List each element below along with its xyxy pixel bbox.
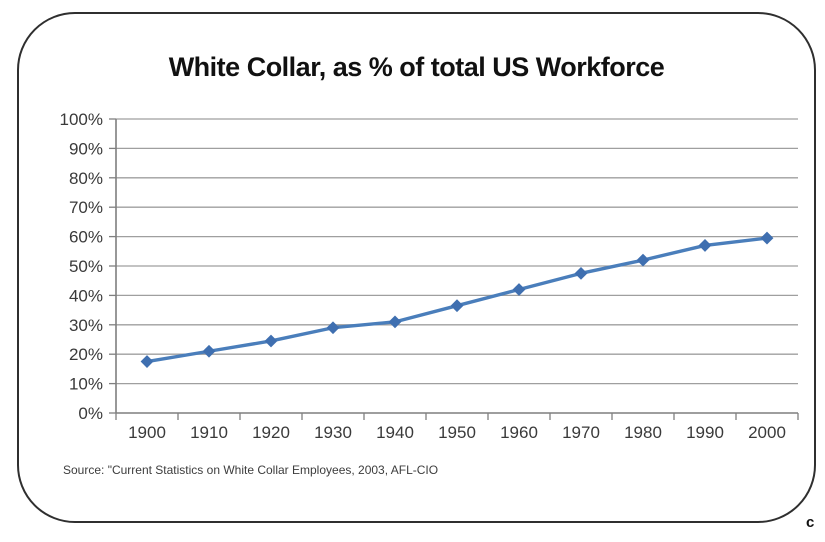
chart-title: White Collar, as % of total US Workforce (168, 52, 665, 82)
data-point-marker (140, 355, 154, 368)
data-point-marker (512, 283, 526, 296)
x-axis-label: 1910 (190, 423, 228, 442)
x-axis-label: 1980 (624, 423, 662, 442)
y-axis-label: 70% (69, 198, 103, 217)
data-point-marker (326, 321, 340, 335)
data-point-marker (450, 299, 464, 313)
y-axis-label: 60% (69, 228, 103, 247)
x-axis-label: 1940 (376, 423, 414, 442)
x-axis-label: 1970 (562, 423, 600, 442)
x-axis-label: 1960 (500, 423, 538, 442)
source-note: Source: "Current Statistics on White Col… (63, 463, 439, 477)
x-axis-label: 1900 (128, 423, 166, 442)
data-point-marker (760, 231, 774, 245)
data-point-marker (636, 253, 650, 267)
y-axis-label: 100% (60, 110, 103, 129)
y-axis-label: 90% (69, 139, 103, 158)
x-axis-label: 1930 (314, 423, 352, 442)
y-axis-label: 50% (69, 257, 103, 276)
line-chart-plot: 0% 10% 20% 30% 40% 50% 60% 70% 80% 90% 100% 1900 191… (60, 110, 799, 442)
data-point-marker (698, 239, 712, 252)
data-point-marker (264, 334, 278, 348)
x-axis-label: 1950 (438, 423, 476, 442)
y-axis-label: 80% (69, 169, 103, 188)
data-point-marker (388, 315, 402, 329)
data-point-marker (202, 344, 216, 358)
corner-mark: c (806, 514, 815, 531)
y-axis-label: 0% (78, 404, 103, 423)
y-axis-label: 10% (69, 375, 103, 394)
slide-frame: White Collar, as % of total US Workforce… (17, 12, 816, 523)
y-axis-label: 30% (69, 316, 103, 335)
y-axis-label: 40% (69, 286, 103, 305)
x-axis-label: 2000 (748, 423, 786, 442)
y-axis-label: 20% (69, 345, 103, 364)
x-axis-label: 1920 (252, 423, 290, 442)
data-point-marker (574, 266, 588, 280)
x-axis-label: 1990 (686, 423, 724, 442)
